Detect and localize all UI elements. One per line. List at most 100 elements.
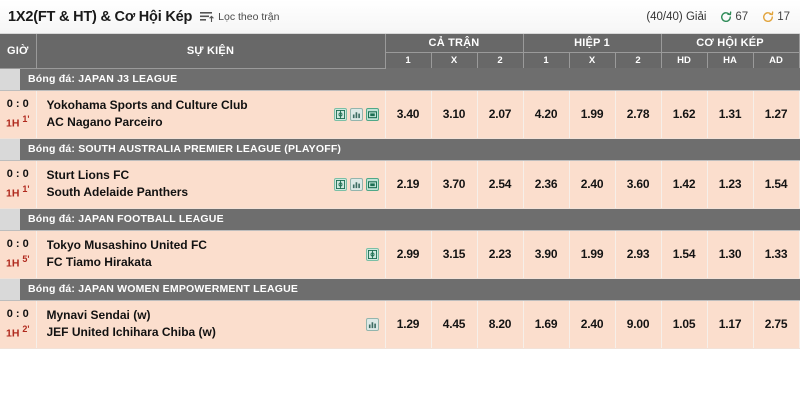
stats-icon[interactable] [349, 107, 363, 121]
filter-by-match-button[interactable]: Lọc theo trận [200, 11, 279, 23]
home-team[interactable]: Sturt Lions FC [46, 168, 130, 182]
odd-dc-ad[interactable]: 1.54 [752, 160, 800, 209]
odd-ht-2[interactable]: 9.00 [614, 300, 662, 349]
odd-ht-x[interactable]: 2.40 [568, 300, 616, 349]
match-period-label: 1H [5, 187, 20, 200]
team-names: Mynavi Sendai (w) JEF United Ichihara Chi… [47, 307, 366, 341]
refresh-green-icon [721, 10, 732, 22]
odd-ft-2[interactable]: 2.54 [476, 160, 524, 209]
odds-table: GIỜ SỰ KIỆN CẢ TRẬN HIỆP 1 CƠ HỘI KÉP 1 … [0, 34, 800, 349]
odd-dc-ad[interactable]: 2.75 [752, 300, 800, 349]
match-event-cell: Sturt Lions FC South Adelaide Panthers [35, 160, 385, 209]
col-sub-ht-2[interactable]: 2 [614, 52, 662, 68]
leagues-count-label: (40/40) Giải [646, 10, 707, 23]
tv-icon[interactable] [365, 177, 379, 191]
odd-dc-ha[interactable]: 1.31 [706, 90, 754, 139]
match-period: 1H 2' [2, 322, 34, 342]
odd-ft-x[interactable]: 4.45 [430, 300, 477, 349]
refresh-orange-icon [763, 10, 774, 22]
odd-dc-ad[interactable]: 1.33 [752, 230, 800, 279]
odd-ht-2[interactable]: 2.78 [614, 90, 662, 139]
col-sub-ht-1[interactable]: 1 [522, 52, 570, 68]
away-team[interactable]: AC Nagano Parceiro [46, 115, 163, 129]
home-team[interactable]: Mynavi Sendai (w) [46, 308, 151, 322]
col-sub-ft-1[interactable]: 1 [384, 52, 431, 68]
odd-dc-ad[interactable]: 1.27 [752, 90, 800, 139]
odd-ft-2[interactable]: 2.07 [476, 90, 524, 139]
odd-ft-2[interactable]: 8.20 [476, 300, 524, 349]
match-row[interactable]: 0 : 0 1H 1' Sturt Lions FC South Adelaide P… [0, 160, 800, 209]
pitch-icon[interactable] [333, 177, 347, 191]
odd-ht-x[interactable]: 1.99 [568, 230, 616, 279]
odd-ht-x[interactable]: 1.99 [568, 90, 616, 139]
league-name[interactable]: Bóng đá: JAPAN WOMEN EMPOWERMENT LEAGUE [28, 283, 299, 295]
match-time-cell: 0 : 0 1H 1' [0, 160, 36, 209]
odd-ft-1[interactable]: 3.40 [384, 90, 431, 139]
odd-dc-ha[interactable]: 1.23 [706, 160, 754, 209]
odd-ht-1[interactable]: 1.69 [522, 300, 570, 349]
match-event-cell: Yokohama Sports and Culture Club AC Nagan… [35, 90, 385, 139]
table-header: GIỜ SỰ KIỆN CẢ TRẬN HIỆP 1 CƠ HỘI KÉP 1 … [0, 34, 800, 69]
league-name[interactable]: Bóng đá: JAPAN FOOTBALL LEAGUE [28, 213, 224, 225]
col-sub-dc-ha[interactable]: HA [706, 52, 754, 68]
pitch-icon[interactable] [365, 247, 379, 261]
odd-ft-1[interactable]: 2.99 [384, 230, 431, 279]
match-time-cell: 0 : 0 1H 5' [0, 230, 36, 279]
refresh-orange-counter[interactable]: 17 [762, 11, 790, 23]
odd-dc-hd[interactable]: 1.05 [660, 300, 708, 349]
match-media-icons [333, 177, 379, 191]
league-name[interactable]: Bóng đá: JAPAN J3 LEAGUE [28, 73, 178, 85]
odd-ht-1[interactable]: 4.20 [522, 90, 570, 139]
filter-by-match-label: Lọc theo trận [218, 10, 280, 23]
col-sub-ht-x[interactable]: X [568, 52, 616, 68]
pitch-icon[interactable] [333, 107, 347, 121]
odd-ft-x[interactable]: 3.10 [430, 90, 477, 139]
col-sub-dc-ad[interactable]: AD [752, 52, 800, 68]
away-team[interactable]: JEF United Ichihara Chiba (w) [46, 325, 216, 339]
odd-dc-hd[interactable]: 1.54 [660, 230, 708, 279]
league-header-row: Bóng đá: JAPAN WOMEN EMPOWERMENT LEAGUE [0, 278, 800, 301]
home-team[interactable]: Yokohama Sports and Culture Club [46, 98, 248, 112]
stats-icon[interactable] [349, 177, 363, 191]
team-names: Sturt Lions FC South Adelaide Panthers [47, 167, 334, 201]
odd-ht-1[interactable]: 2.36 [522, 160, 570, 209]
col-header-event[interactable]: SỰ KIỆN [35, 34, 385, 69]
match-row[interactable]: 0 : 0 1H 1' Yokohama Sports and Culture Cl… [0, 90, 800, 139]
refresh-green-value: 67 [735, 10, 749, 23]
odd-dc-hd[interactable]: 1.62 [660, 90, 708, 139]
league-name[interactable]: Bóng đá: SOUTH AUSTRALIA PREMIER LEAGUE … [28, 143, 342, 155]
odd-dc-ha[interactable]: 1.17 [706, 300, 754, 349]
odd-ft-2[interactable]: 2.23 [476, 230, 524, 279]
stats-icon[interactable] [365, 317, 379, 331]
refresh-green-counter[interactable]: 67 [720, 11, 748, 23]
toolbar-right-group: (40/40) Giải 67 17 [646, 11, 790, 23]
match-media-icons [365, 247, 379, 261]
col-sub-dc-hd[interactable]: HD [660, 52, 708, 68]
match-score: 0 : 0 [6, 307, 29, 320]
page-title: 1X2(FT & HT) & Cơ Hội Kép [8, 8, 193, 25]
odd-ft-x[interactable]: 3.70 [430, 160, 477, 209]
odd-ft-1[interactable]: 2.19 [384, 160, 431, 209]
odd-ht-2[interactable]: 3.60 [614, 160, 662, 209]
col-sub-ft-x[interactable]: X [430, 52, 477, 68]
league-header-row: Bóng đá: JAPAN J3 LEAGUE [0, 68, 800, 91]
match-row[interactable]: 0 : 0 1H 2' Mynavi Sendai (w) JEF United Ic… [0, 300, 800, 349]
home-team[interactable]: Tokyo Musashino United FC [46, 238, 207, 252]
odd-dc-hd[interactable]: 1.42 [660, 160, 708, 209]
odd-ht-1[interactable]: 3.90 [522, 230, 570, 279]
match-period: 1H 1' [2, 182, 34, 202]
col-sub-ft-2[interactable]: 2 [476, 52, 524, 68]
odd-dc-ha[interactable]: 1.30 [706, 230, 754, 279]
league-indent [0, 278, 20, 300]
odd-ht-2[interactable]: 2.93 [614, 230, 662, 279]
team-names: Yokohama Sports and Culture Club AC Nagan… [47, 97, 334, 131]
away-team[interactable]: FC Tiamo Hirakata [46, 255, 152, 269]
match-row[interactable]: 0 : 0 1H 5' Tokyo Musashino United FC FC Ti… [0, 230, 800, 279]
away-team[interactable]: South Adelaide Panthers [46, 185, 189, 199]
odd-ft-x[interactable]: 3.15 [430, 230, 477, 279]
col-header-time[interactable]: GIỜ [0, 34, 36, 69]
league-header-row: Bóng đá: JAPAN FOOTBALL LEAGUE [0, 208, 800, 231]
odd-ht-x[interactable]: 2.40 [568, 160, 616, 209]
tv-icon[interactable] [365, 107, 379, 121]
odd-ft-1[interactable]: 1.29 [384, 300, 431, 349]
